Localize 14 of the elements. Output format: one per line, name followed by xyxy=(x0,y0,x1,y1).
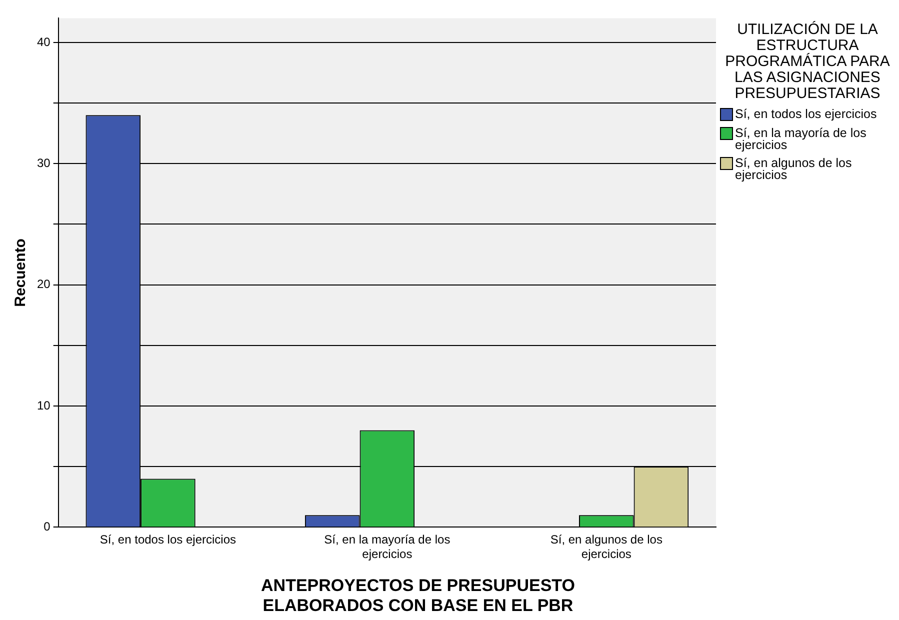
y-tick-label: 0 xyxy=(44,520,51,534)
y-axis-title: Recuento xyxy=(12,238,30,307)
legend-title: UTILIZACIÓN DE LA ESTRUCTURA PROGRAMÁTICA PARA LAS ASIGNACIONES PRESUPUESTARIAS xyxy=(724,21,891,102)
x-tick-label: Sí, en algunos de los ejercicios xyxy=(550,532,662,562)
y-tick-label: 10 xyxy=(36,398,51,412)
x-axis-title: ANTEPROYECTOS DE PRESUPUESTO ELABORADOS CON BASE EN EL PBR xyxy=(260,576,576,616)
y-tick-label: 20 xyxy=(36,277,51,292)
legend-label: Sí, en algunos de los ejercicios xyxy=(735,156,853,182)
y-tick-label: 40 xyxy=(36,34,51,49)
x-tick-label: Sí, en la mayoría de los ejercicios xyxy=(324,532,450,562)
y-tick-label: 30 xyxy=(36,156,51,170)
legend-label: Sí, en la mayoría de los ejercicios xyxy=(735,126,868,152)
x-tick-label: Sí, en todos los ejercicios xyxy=(100,532,236,547)
legend-label: Sí, en todos los ejercicios xyxy=(735,107,877,121)
